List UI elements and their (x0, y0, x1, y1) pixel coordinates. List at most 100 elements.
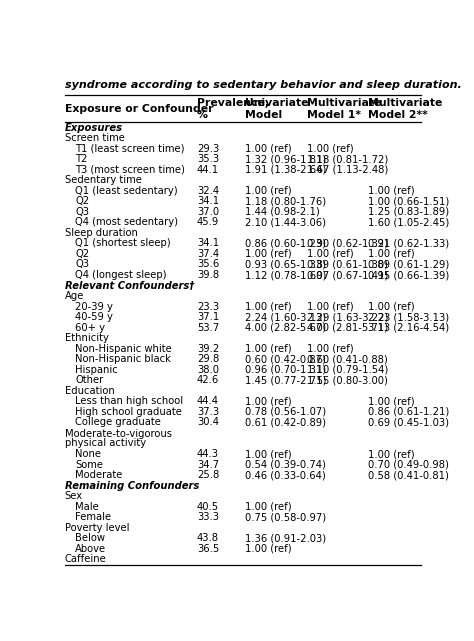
Text: 1.10 (0.79-1.54): 1.10 (0.79-1.54) (307, 365, 389, 375)
Text: Male: Male (75, 502, 99, 512)
Text: 1.00 (ref): 1.00 (ref) (368, 249, 414, 259)
Text: High school graduate: High school graduate (75, 407, 182, 417)
Text: 1.00 (ref): 1.00 (ref) (245, 502, 292, 512)
Text: Hispanic: Hispanic (75, 365, 118, 375)
Text: 1.00 (ref): 1.00 (ref) (245, 144, 292, 154)
Text: 42.6: 42.6 (197, 375, 219, 385)
Text: 39.8: 39.8 (197, 270, 219, 280)
Text: 0.61 (0.42-0.89): 0.61 (0.42-0.89) (245, 417, 326, 428)
Text: Multivariate
Model 2**: Multivariate Model 2** (368, 98, 442, 120)
Text: 37.1: 37.1 (197, 312, 219, 322)
Text: Other: Other (75, 375, 103, 385)
Text: 2.23 (1.58-3.13): 2.23 (1.58-3.13) (368, 312, 449, 322)
Text: 25.8: 25.8 (197, 470, 219, 480)
Text: 0.89 (0.61-1.30): 0.89 (0.61-1.30) (307, 260, 388, 269)
Text: 0.93 (0.65-1.33): 0.93 (0.65-1.33) (245, 260, 326, 269)
Text: 1.00 (ref): 1.00 (ref) (245, 186, 292, 196)
Text: 32.4: 32.4 (197, 186, 219, 196)
Text: Multivariate
Model 1*: Multivariate Model 1* (307, 98, 382, 120)
Text: Poverty level: Poverty level (65, 522, 129, 533)
Text: 0.86 (0.60-1.23): 0.86 (0.60-1.23) (245, 238, 326, 249)
Text: Exposure or Confounder: Exposure or Confounder (65, 104, 213, 113)
Text: Prevalence,
%: Prevalence, % (197, 98, 269, 120)
Text: Q3: Q3 (75, 207, 89, 217)
Text: 1.45 (0.77-2.71): 1.45 (0.77-2.71) (245, 375, 326, 385)
Text: 43.8: 43.8 (197, 533, 219, 543)
Text: 0.54 (0.39-0.74): 0.54 (0.39-0.74) (245, 460, 326, 470)
Text: 1.00 (ref): 1.00 (ref) (368, 186, 414, 196)
Text: 1.00 (ref): 1.00 (ref) (307, 249, 354, 259)
Text: Female: Female (75, 512, 111, 522)
Text: syndrome according to sedentary behavior and sleep duration.: syndrome according to sedentary behavior… (65, 80, 462, 90)
Text: 4.00 (2.82-5.67): 4.00 (2.82-5.67) (245, 322, 326, 333)
Text: Exposures: Exposures (65, 122, 123, 133)
Text: 35.3: 35.3 (197, 154, 219, 164)
Text: 1.00 (ref): 1.00 (ref) (245, 396, 292, 406)
Text: 0.86 (0.61-1.21): 0.86 (0.61-1.21) (368, 407, 449, 417)
Text: 1.00 (ref): 1.00 (ref) (368, 302, 414, 312)
Text: Q3: Q3 (75, 260, 89, 269)
Text: 1.32 (0.96-1.81): 1.32 (0.96-1.81) (245, 154, 326, 164)
Text: 53.7: 53.7 (197, 322, 219, 333)
Text: Q4 (longest sleep): Q4 (longest sleep) (75, 270, 166, 280)
Text: 0.78 (0.56-1.07): 0.78 (0.56-1.07) (245, 407, 326, 417)
Text: 1.00 (ref): 1.00 (ref) (245, 344, 292, 354)
Text: Education: Education (65, 386, 115, 396)
Text: Non-Hispanic black: Non-Hispanic black (75, 354, 171, 364)
Text: 1.67 (1.13-2.48): 1.67 (1.13-2.48) (307, 165, 389, 175)
Text: 0.89 (0.61-1.29): 0.89 (0.61-1.29) (368, 260, 449, 269)
Text: 30.4: 30.4 (197, 417, 219, 428)
Text: 0.96 (0.70-1.31): 0.96 (0.70-1.31) (245, 365, 326, 375)
Text: Caffeine: Caffeine (65, 554, 107, 564)
Text: 0.60 (0.41-0.88): 0.60 (0.41-0.88) (307, 354, 388, 364)
Text: 1.00 (ref): 1.00 (ref) (368, 396, 414, 406)
Text: 1.36 (0.91-2.03): 1.36 (0.91-2.03) (245, 533, 326, 543)
Text: Below: Below (75, 533, 105, 543)
Text: Above: Above (75, 544, 106, 554)
Text: 60+ y: 60+ y (75, 322, 105, 333)
Text: 1.00 (ref): 1.00 (ref) (245, 544, 292, 554)
Text: None: None (75, 449, 101, 459)
Text: 1.25 (0.83-1.89): 1.25 (0.83-1.89) (368, 207, 449, 217)
Text: 40-59 y: 40-59 y (75, 312, 113, 322)
Text: 1.60 (1.05-2.45): 1.60 (1.05-2.45) (368, 217, 449, 228)
Text: Sleep duration: Sleep duration (65, 228, 137, 238)
Text: 34.1: 34.1 (197, 238, 219, 249)
Text: 37.4: 37.4 (197, 249, 219, 259)
Text: Sedentary time: Sedentary time (65, 175, 142, 185)
Text: 0.90 (0.62-1.32): 0.90 (0.62-1.32) (307, 238, 388, 249)
Text: 4.00 (2.81-5.71): 4.00 (2.81-5.71) (307, 322, 388, 333)
Text: 1.00 (ref): 1.00 (ref) (307, 302, 354, 312)
Text: Q2: Q2 (75, 196, 89, 206)
Text: 29.8: 29.8 (197, 354, 219, 364)
Text: 38.0: 38.0 (197, 365, 219, 375)
Text: 1.55 (0.80-3.00): 1.55 (0.80-3.00) (307, 375, 388, 385)
Text: 34.7: 34.7 (197, 460, 219, 470)
Text: 1.44 (0.98-2.1): 1.44 (0.98-2.1) (245, 207, 319, 217)
Text: 23.3: 23.3 (197, 302, 219, 312)
Text: Relevant Confounders†: Relevant Confounders† (65, 281, 194, 290)
Text: Q1 (least sedentary): Q1 (least sedentary) (75, 186, 178, 196)
Text: 0.60 (0.42-0.87): 0.60 (0.42-0.87) (245, 354, 326, 364)
Text: 1.00 (0.66-1.51): 1.00 (0.66-1.51) (368, 196, 449, 206)
Text: Moderate-to-vigorous: Moderate-to-vigorous (65, 429, 172, 439)
Text: 1.00 (ref): 1.00 (ref) (307, 344, 354, 354)
Text: 44.1: 44.1 (197, 165, 219, 175)
Text: 39.2: 39.2 (197, 344, 219, 354)
Text: 2.10 (1.44-3.06): 2.10 (1.44-3.06) (245, 217, 326, 228)
Text: Q1 (shortest sleep): Q1 (shortest sleep) (75, 238, 171, 249)
Text: Sex: Sex (65, 491, 83, 501)
Text: 0.91 (0.62-1.33): 0.91 (0.62-1.33) (368, 238, 449, 249)
Text: 34.1: 34.1 (197, 196, 219, 206)
Text: 0.97 (0.67-1.41): 0.97 (0.67-1.41) (307, 270, 389, 280)
Text: 2.29 (1.63-3.22): 2.29 (1.63-3.22) (307, 312, 389, 322)
Text: Q4 (most sedentary): Q4 (most sedentary) (75, 217, 178, 228)
Text: 1.00 (ref): 1.00 (ref) (245, 302, 292, 312)
Text: 3.13 (2.16-4.54): 3.13 (2.16-4.54) (368, 322, 449, 333)
Text: 1.18 (0.81-1.72): 1.18 (0.81-1.72) (307, 154, 389, 164)
Text: 0.46 (0.33-0.64): 0.46 (0.33-0.64) (245, 470, 326, 480)
Text: 20-39 y: 20-39 y (75, 302, 113, 312)
Text: 40.5: 40.5 (197, 502, 219, 512)
Text: Remaining Confounders: Remaining Confounders (65, 481, 199, 490)
Text: 1.00 (ref): 1.00 (ref) (368, 449, 414, 459)
